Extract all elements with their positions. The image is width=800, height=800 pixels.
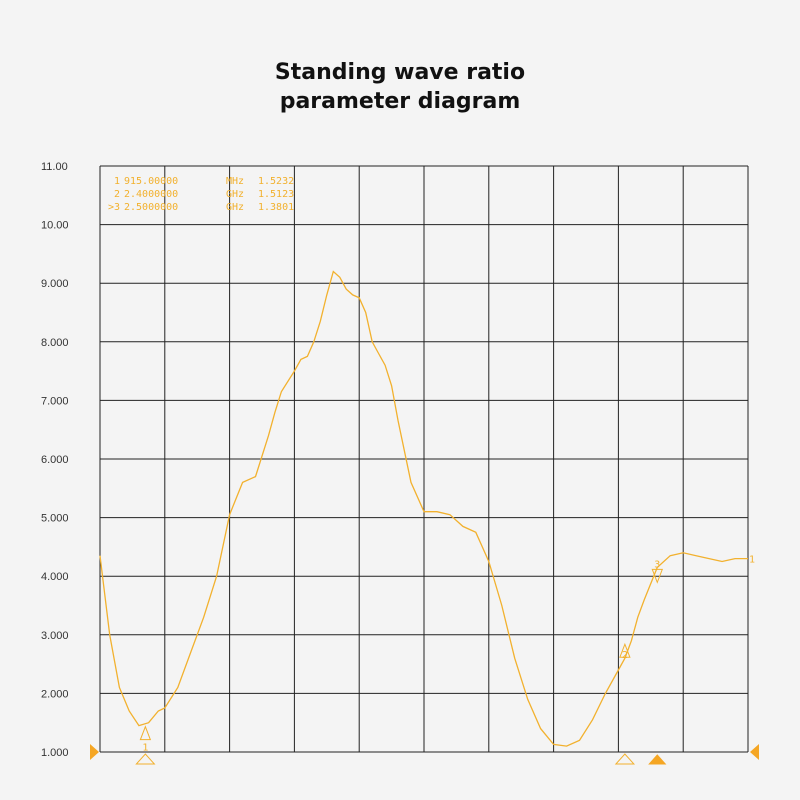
marker-3-glyph — [651, 568, 664, 584]
marker-table-id: >3 — [108, 202, 120, 213]
y-axis-ticks: 1.000 2.000 3.000 4.000 5.000 6.000 7.000 8.000… — [41, 161, 69, 759]
y-tick-label: 10.00 — [41, 220, 69, 232]
chart-title-line-2: parameter diagram — [279, 89, 521, 114]
marker-3-label: 3 — [654, 559, 660, 570]
marker-table-unit: GHz — [226, 202, 244, 213]
y-tick-label: 2.000 — [41, 688, 69, 700]
marker-table-freq: 2.5000000 — [124, 202, 178, 213]
chart-title: Standing wave ratio parameter diagram — [0, 58, 800, 116]
y-tick-label: 6.000 — [41, 454, 69, 466]
marker-table-unit: GHz — [226, 189, 244, 200]
left-edge-marker — [90, 744, 99, 760]
swr-trace-line — [99, 270, 748, 747]
axis-marker-up-1 — [135, 753, 156, 765]
y-tick-label: 3.000 — [41, 630, 69, 642]
y-tick-label: 8.000 — [41, 337, 69, 349]
marker-table-id: 1 — [114, 176, 120, 187]
marker-table-value: 1.5123 — [258, 189, 294, 200]
marker-1-glyph — [139, 725, 152, 741]
marker-table: 1 915.00000 MHz 1.5232 2 2.4000000 GHz 1.5123 >3… — [108, 176, 294, 213]
y-tick-label: 4.000 — [41, 571, 69, 583]
trace-end-label: 1 — [749, 555, 755, 566]
y-tick-label: 5.000 — [41, 513, 69, 525]
marker-1-label: 1 — [142, 743, 148, 754]
right-edge-marker — [750, 744, 759, 760]
marker-glyphs: 1 1 2 3 — [90, 555, 759, 765]
marker-table-id: 2 — [114, 189, 120, 200]
axis-marker-up-2 — [614, 753, 636, 765]
y-tick-label: 11.00 — [41, 161, 68, 173]
marker-table-freq: 2.4000000 — [124, 189, 178, 200]
chart-title-line-1: Standing wave ratio — [274, 60, 526, 85]
chart-grid — [99, 165, 749, 753]
axis-marker-filled — [648, 754, 667, 765]
y-tick-label: 9.000 — [41, 278, 69, 290]
marker-table-unit: MHz — [226, 176, 244, 187]
marker-table-value: 1.5232 — [258, 176, 294, 187]
y-tick-label: 7.000 — [41, 395, 69, 407]
marker-2-glyph — [619, 642, 631, 658]
y-tick-label: 1.000 — [41, 747, 69, 759]
marker-table-value: 1.3801 — [258, 202, 294, 213]
marker-table-freq: 915.00000 — [124, 176, 178, 187]
marker-2-label: 2 — [622, 650, 628, 661]
